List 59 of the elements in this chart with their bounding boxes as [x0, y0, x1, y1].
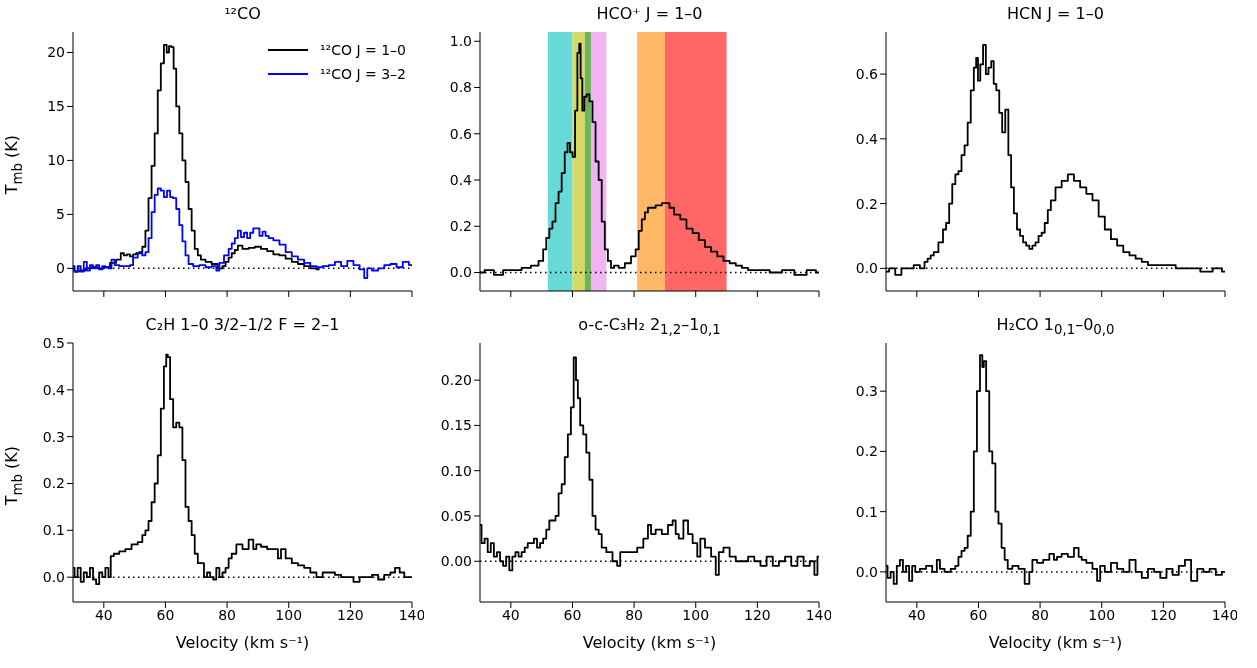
y-tick-label: 1.0	[449, 33, 472, 50]
y-tick-label: 0.0	[855, 260, 878, 277]
x-tick-label: 40	[94, 606, 113, 623]
x-tick-label: 60	[969, 606, 988, 623]
y-tick-label: 5	[56, 206, 65, 223]
x-axis-title: Velocity (km s⁻¹)	[174, 632, 311, 654]
chart-title: C₂H 1–0 3/2–1/2 F = 2–1	[144, 314, 341, 336]
y-tick-label: 0.0	[855, 563, 878, 580]
y-tick-label: 0.8	[449, 79, 472, 96]
chart-title: HCO⁺ J = 1–0	[595, 3, 704, 25]
x-tick-label: 120	[744, 606, 771, 623]
y-tick-label: 0.0	[449, 264, 472, 281]
x-tick-label: 100	[682, 606, 710, 623]
y-tick-label: 0.15	[440, 417, 472, 434]
y-tick-label: 20	[47, 44, 65, 61]
y-tick-label: 0.05	[440, 507, 472, 524]
y-tick-label: 0.4	[42, 381, 66, 398]
y-tick-label: 0.4	[855, 130, 879, 147]
legend-label: ¹²CO J = 3–2	[319, 66, 406, 82]
y-tick-label: 0.6	[449, 125, 473, 142]
legend-label: ¹²CO J = 1–0	[319, 42, 406, 58]
x-tick-label: 80	[1031, 606, 1050, 623]
y-tick-label: 0	[56, 260, 65, 277]
x-tick-label: 40	[907, 606, 926, 623]
x-tick-label: 60	[156, 606, 175, 623]
x-tick-label: 40	[501, 606, 520, 623]
x-tick-label: 100	[275, 606, 303, 623]
y-tick-label: 0.2	[855, 195, 878, 212]
x-tick-label: 80	[625, 606, 644, 623]
x-tick-label: 80	[218, 606, 236, 623]
y-tick-label: 0.5	[42, 334, 65, 351]
y-tick-label: 0.2	[42, 475, 65, 492]
y-tick-label: 0.0	[42, 569, 65, 586]
y-tick-label: 0.2	[855, 443, 878, 460]
chart-title: HCN J = 1–0	[1006, 3, 1105, 25]
y-tick-label: 10	[47, 152, 65, 169]
chart-title: ¹²CO	[223, 3, 262, 25]
y-tick-label: 0.10	[440, 462, 472, 479]
x-axis-title: Velocity (km s⁻¹)	[987, 632, 1124, 654]
y-tick-label: 0.00	[440, 553, 472, 570]
x-tick-label: 140	[398, 606, 426, 623]
y-tick-label: 0.1	[855, 503, 878, 520]
x-tick-label: 120	[1150, 606, 1177, 623]
x-tick-label: 140	[805, 606, 833, 623]
x-tick-label: 120	[337, 606, 364, 623]
chart-title: H₂CO 1$_{0,1}$–0$_{0,0}$	[995, 314, 1116, 340]
y-tick-label: 0.20	[440, 372, 472, 389]
y-tick-label: 0.1	[42, 522, 65, 539]
x-tick-label: 140	[1211, 606, 1239, 623]
x-axis-title: Velocity (km s⁻¹)	[581, 632, 718, 654]
y-tick-label: 15	[47, 98, 65, 115]
y-tick-label: 0.3	[855, 383, 878, 400]
x-tick-label: 100	[1088, 606, 1116, 623]
y-tick-label: 0.3	[42, 428, 65, 445]
y-tick-label: 0.6	[855, 66, 879, 83]
y-tick-label: 0.4	[449, 171, 473, 188]
x-tick-label: 60	[563, 606, 582, 623]
y-tick-label: 0.2	[449, 218, 472, 235]
chart-title: o-c-C₃H₂ 2$_{1,2}$–1$_{0,1}$	[577, 314, 722, 340]
